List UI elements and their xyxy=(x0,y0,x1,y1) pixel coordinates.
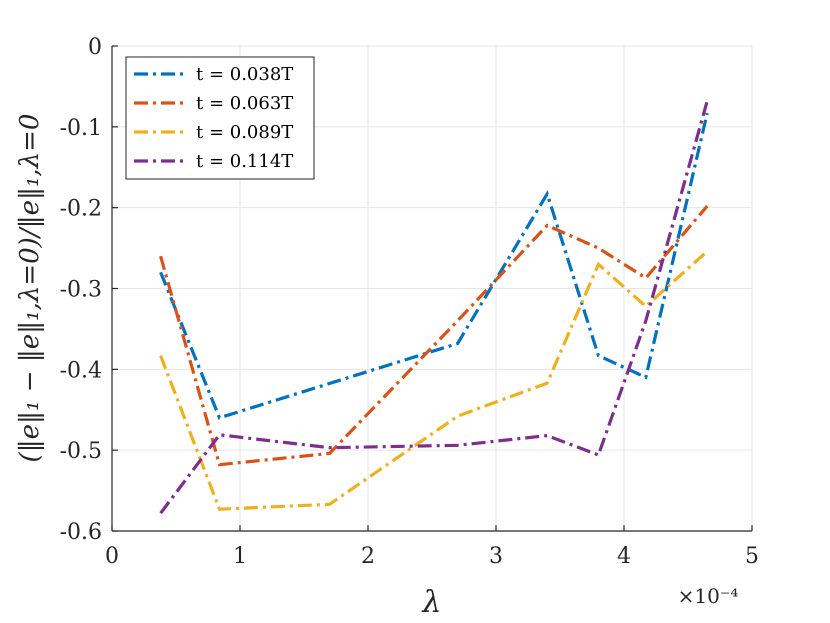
series-line-2 xyxy=(159,250,709,511)
x-tick-label: 5 xyxy=(745,544,759,569)
y-tick-label: -0.1 xyxy=(60,116,102,141)
x-tick-label: 4 xyxy=(617,544,631,569)
tick-labels: 0 1 2 3 4 5 0 -0.1 -0.2 -0.3 -0.4 -0.5 -0.6 xyxy=(60,35,759,569)
x-axis-label: λ xyxy=(421,585,441,620)
y-tick-label: -0.4 xyxy=(60,358,102,383)
y-tick-label: -0.2 xyxy=(60,197,102,222)
legend-box xyxy=(125,56,315,180)
x-tick-label: 3 xyxy=(489,544,503,569)
x-tick-label: 2 xyxy=(361,544,375,569)
legend-label-1: t = 0.063T xyxy=(196,93,293,114)
axes xyxy=(111,45,753,532)
series-line-1 xyxy=(159,205,709,467)
legend-label-3: t = 0.114T xyxy=(196,151,293,172)
y-tick-label: 0 xyxy=(88,35,102,60)
y-tick-label: -0.6 xyxy=(60,520,102,545)
series-line-3 xyxy=(159,100,709,515)
y-tick-label: -0.3 xyxy=(60,278,102,303)
legend-label-0: t = 0.038T xyxy=(196,64,293,85)
x-axis-exponent: ×10⁻⁴ xyxy=(678,584,739,608)
x-tick-label: 1 xyxy=(233,544,247,569)
series-line-0 xyxy=(159,112,709,420)
legend: t = 0.038T t = 0.063T t = 0.089T t = 0.114T xyxy=(125,56,315,180)
y-axis-label: (‖e‖₁ − ‖e‖₁,λ=0)/‖e‖₁,λ=0 xyxy=(15,114,45,463)
series-layer xyxy=(159,100,709,515)
legend-label-2: t = 0.089T xyxy=(196,122,293,143)
y-tick-label: -0.5 xyxy=(60,439,102,464)
x-tick-label: 0 xyxy=(105,544,119,569)
